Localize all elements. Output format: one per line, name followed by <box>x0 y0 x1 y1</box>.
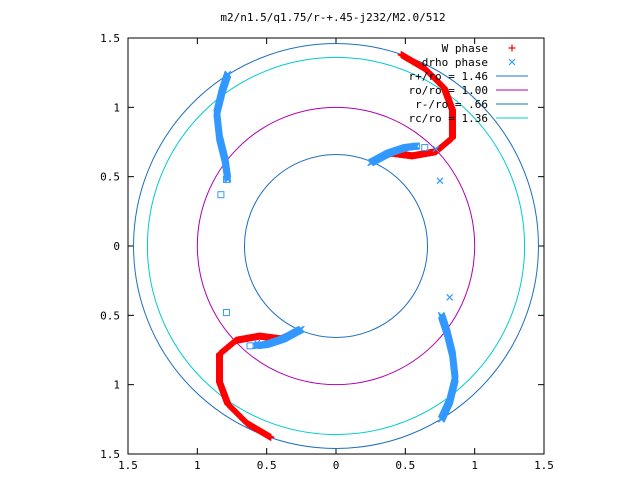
drho-phase-point <box>432 145 440 153</box>
x-tick-label: 1.5 <box>534 459 554 472</box>
y-tick-label: 0 <box>113 240 120 253</box>
legend-label-w-phase: W phase <box>442 42 488 55</box>
legend-label-r-c: rc/ro = 1.36 <box>409 112 488 125</box>
square-marker <box>421 144 429 152</box>
chart-title: m2/n1.5/q1.75/r-+.45-j232/M2.0/512 <box>220 11 445 24</box>
drho-phase-points <box>213 70 459 423</box>
y-tick-label: 0.5 <box>100 171 120 184</box>
legend-label-r-minus: r-/ro = .66 <box>415 98 488 111</box>
legend-label-drho-phase: drho phase <box>422 56 488 69</box>
w-phase-point <box>267 433 275 441</box>
square-marker <box>412 142 420 150</box>
square-marker <box>246 342 254 350</box>
square-markers <box>217 142 429 350</box>
y-tick-label: 1 <box>113 101 120 114</box>
reference-circles <box>133 43 539 449</box>
y-tick-label: 1.5 <box>100 32 120 45</box>
w-phase-point <box>397 51 405 59</box>
legend: W phase drho phase r+/ro = 1.46 ro/ro = … <box>409 42 528 125</box>
x-tick-labels: 1.5 1 0.5 0 0.5 1 1.5 <box>118 459 554 472</box>
y-tick-labels: 1.5 1 0.5 0 0.5 1 1.5 <box>100 32 120 461</box>
drho-phase-point <box>446 293 454 301</box>
legend-x-marker <box>508 58 516 66</box>
square-marker <box>217 191 225 199</box>
circle-r-plus <box>133 43 539 449</box>
axis-ticks <box>127 37 545 455</box>
legend-marker-w-phase <box>508 44 516 52</box>
circle-r-o <box>196 106 476 386</box>
drho-phase-point <box>224 70 232 78</box>
x-tick-label: 0.5 <box>257 459 277 472</box>
drho-phase-point <box>253 339 261 347</box>
y-tick-label: 0.5 <box>100 309 120 322</box>
x-tick-label: 0 <box>333 459 340 472</box>
drho-phase-point <box>436 177 444 185</box>
y-tick-label: 1 <box>113 379 120 392</box>
drho-phase-point <box>437 415 445 423</box>
drho-phase-point <box>413 142 420 150</box>
y-tick-label: 1.5 <box>100 448 120 461</box>
legend-label-r-plus: r+/ro = 1.46 <box>409 70 488 83</box>
x-tick-label: 1.5 <box>118 459 138 472</box>
x-tick-label: 1 <box>194 459 201 472</box>
circle-r-minus <box>243 153 429 339</box>
circle-r-c <box>146 56 526 436</box>
x-tick-label: 1 <box>471 459 478 472</box>
legend-plus-marker <box>508 44 516 52</box>
square-marker <box>222 309 230 317</box>
legend-marker-drho-phase <box>508 58 516 66</box>
x-tick-label: 0.5 <box>395 459 415 472</box>
legend-label-r-o: ro/ro = 1.00 <box>409 84 488 97</box>
square-marker <box>222 175 230 183</box>
